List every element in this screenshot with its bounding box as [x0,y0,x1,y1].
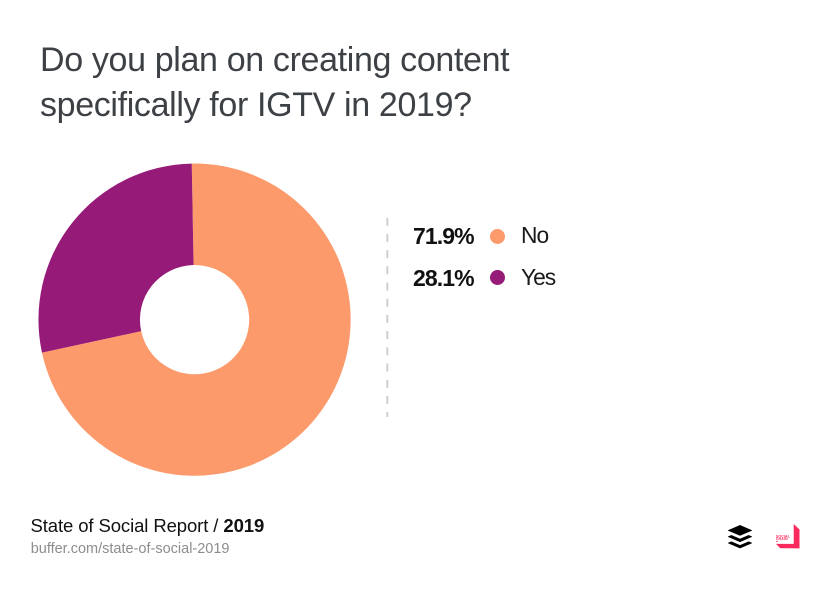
svg-text:SOCIAL: SOCIAL [776,534,791,538]
svg-text:CHAIN: CHAIN [776,537,788,541]
